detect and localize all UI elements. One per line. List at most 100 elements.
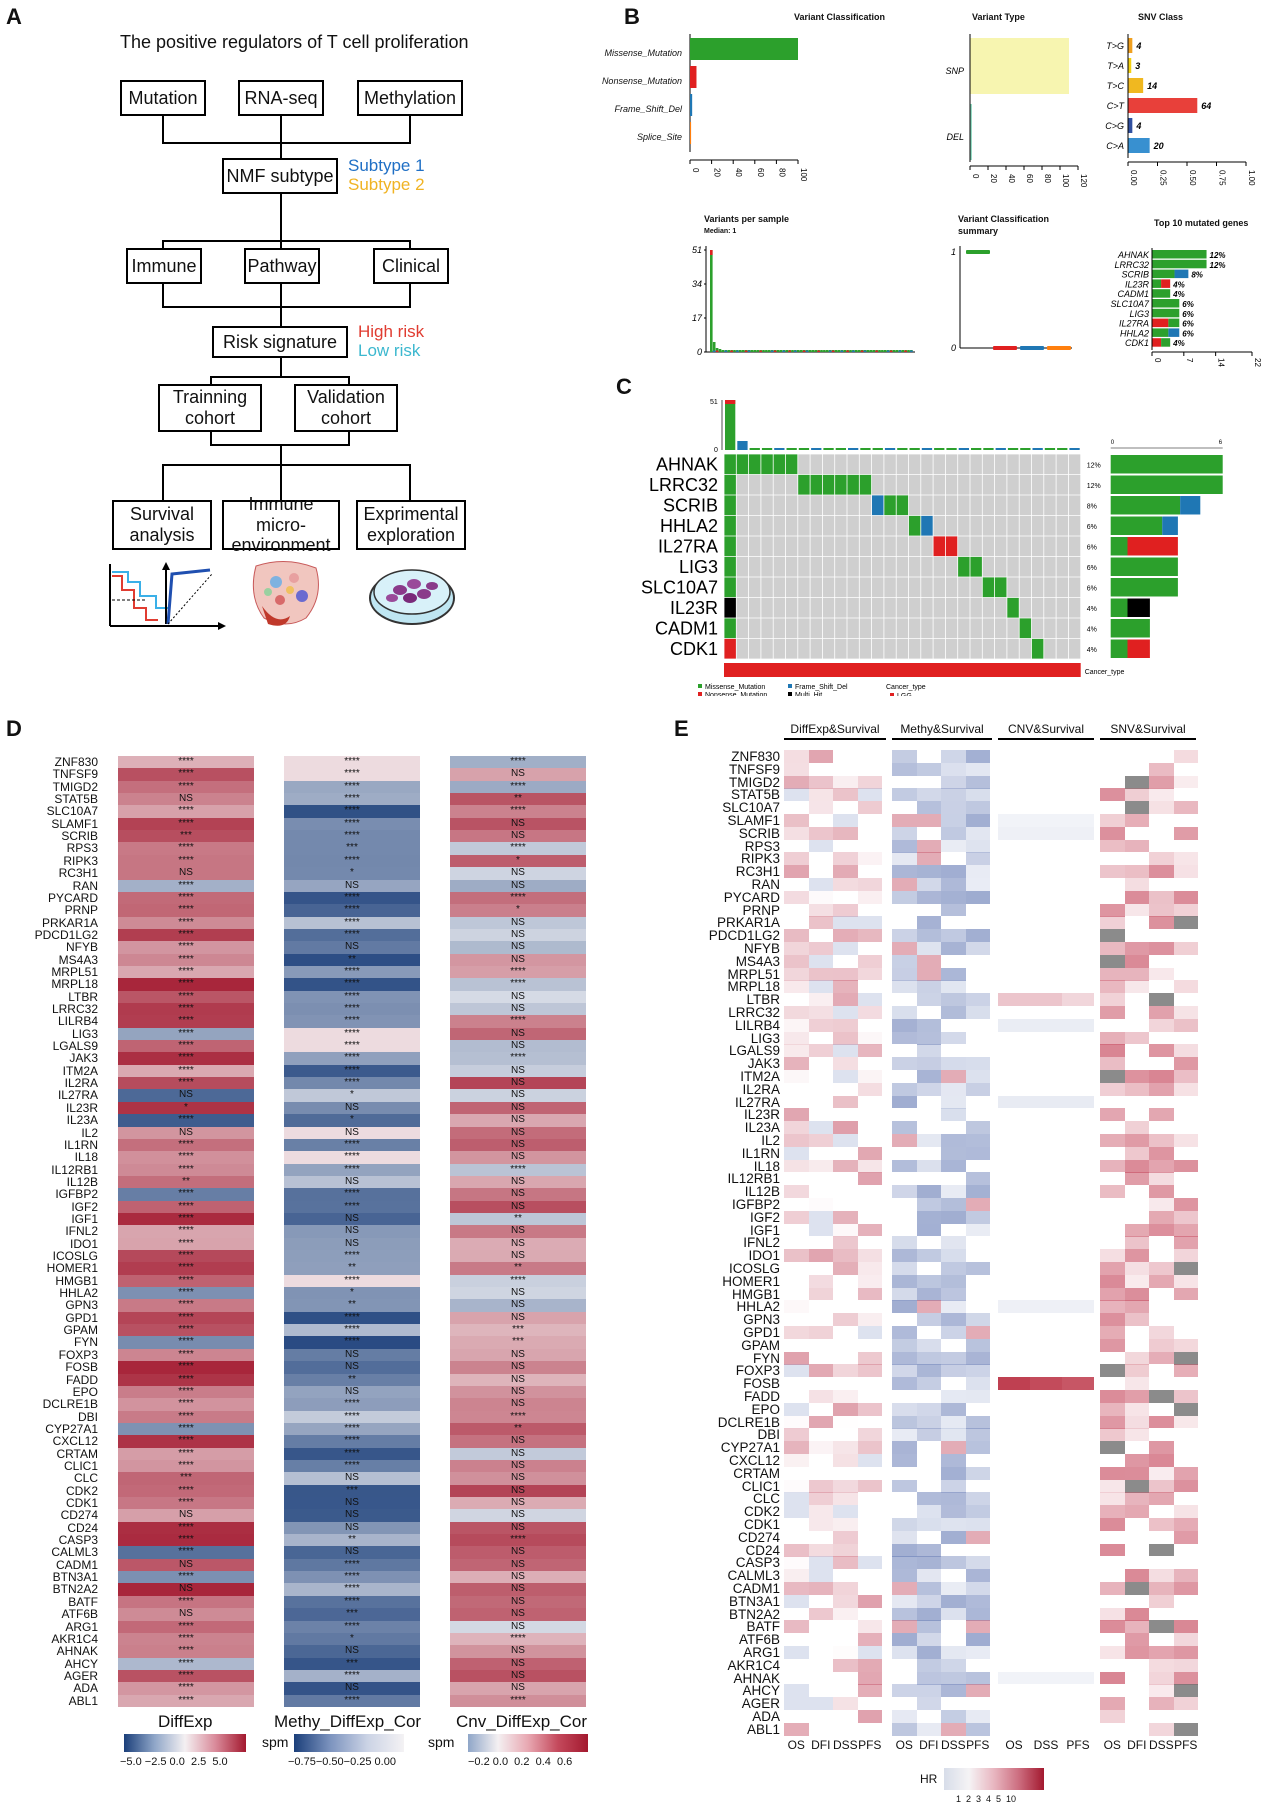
survival-cell (1062, 1633, 1094, 1647)
heatmap-significance: **** (344, 1200, 360, 1212)
heatmap-cell (118, 1657, 254, 1671)
heatmap-significance: NS (511, 1175, 525, 1187)
survival-cell (784, 1274, 809, 1288)
heatmap-cell (118, 854, 254, 868)
survival-cell (1173, 1172, 1198, 1186)
survival-column-label: PFS (1174, 1738, 1198, 1752)
survival-cell (808, 903, 833, 917)
heatmap-significance: **** (344, 1447, 360, 1459)
survival-analysis-box: Survival analysis (112, 500, 212, 550)
survival-cell (857, 916, 882, 930)
vps-bar (710, 250, 713, 352)
heatmap-significance: **** (344, 978, 360, 990)
survival-cell (833, 1671, 858, 1685)
heatmap-gene-label: ARG1 (65, 1619, 98, 1634)
survival-cell (1149, 1223, 1174, 1237)
heatmap-gene-label: IL23R (65, 1100, 98, 1115)
vps-bar (901, 350, 904, 352)
heatmap-significance: ** (348, 1262, 356, 1274)
survival-cell (998, 1466, 1030, 1480)
vps-bar (849, 350, 852, 352)
survival-cell (1062, 916, 1094, 930)
survival-cell (1124, 929, 1149, 943)
survival-cell (808, 1428, 833, 1442)
heatmap-gene-label: CYP27A1 (45, 1421, 98, 1436)
survival-cell (833, 1569, 858, 1583)
survival-cell (965, 1684, 990, 1698)
heatmap-significance: **** (510, 1163, 526, 1175)
onco-cell (871, 495, 884, 516)
survival-cell (1062, 1658, 1094, 1672)
survival-cell (1149, 1479, 1174, 1493)
survival-cell (892, 1223, 917, 1237)
heatmap-significance: **** (178, 1435, 194, 1447)
survival-cell (941, 878, 966, 892)
survival-cell (998, 1530, 1030, 1544)
heatmap-significance: NS (511, 916, 525, 928)
heatmap-significance: **** (178, 1052, 194, 1064)
survival-cell (1030, 1070, 1062, 1084)
survival-cell (892, 1518, 917, 1532)
heatmap-cell (118, 1126, 254, 1140)
survival-cell (1124, 1569, 1149, 1583)
survival-gene-label: HHLA2 (736, 1299, 780, 1315)
survival-cell (1030, 1377, 1062, 1391)
vcs-box (966, 250, 990, 254)
survival-cell (892, 878, 917, 892)
onco-top-bar (860, 448, 871, 450)
heatmap-significance: NS (511, 1138, 525, 1150)
survival-cell (941, 916, 966, 930)
vps-bar-frameshift (863, 350, 867, 352)
heatmap-significance: NS (345, 1348, 359, 1360)
survival-cell (965, 942, 990, 956)
vps-bar (808, 350, 812, 352)
survival-column-label: OS (895, 1738, 913, 1752)
survival-gene-label: CLC (752, 1491, 780, 1507)
survival-cell (1124, 750, 1149, 764)
survival-cell (784, 1185, 809, 1199)
flow-title: The positive regulators of T cell prolif… (120, 32, 469, 52)
survival-cell (833, 1121, 858, 1135)
heatmap-cell (118, 867, 254, 880)
snv-value: 20 (1153, 141, 1164, 151)
survival-cell (833, 1044, 858, 1058)
onco-legend-swatch (788, 692, 792, 696)
survival-cell (1149, 890, 1174, 904)
survival-cell (965, 1402, 990, 1416)
survival-cell (892, 1326, 917, 1340)
survival-column-label: DSS (1033, 1738, 1059, 1752)
heatmap-significance: ** (348, 1534, 356, 1546)
heatmap-cell (118, 1200, 254, 1214)
survival-cell (965, 1492, 990, 1506)
survival-cell (784, 903, 809, 917)
onco-gene-pct: 6% (1087, 545, 1097, 552)
survival-cell (784, 993, 809, 1007)
survival-cell (808, 1377, 833, 1391)
survival-cell (1100, 1492, 1125, 1506)
vps-bar-frameshift (747, 350, 751, 352)
survival-cell (1030, 1633, 1062, 1647)
survival-cell (808, 1454, 833, 1468)
top-gene-bar (1174, 269, 1189, 279)
heatmap-cell (118, 1682, 254, 1696)
heatmap-significance: **** (178, 805, 194, 817)
onco-cell (933, 536, 946, 557)
heatmap-cell (450, 891, 586, 905)
survival-cell (1173, 1556, 1198, 1570)
heatmap-cell (450, 1509, 586, 1523)
heatmap-cell (118, 953, 254, 967)
heatmap-cell (450, 1040, 586, 1053)
survival-cell (965, 1287, 990, 1301)
onco-cell (920, 515, 934, 536)
survival-cell (941, 903, 966, 917)
heatmap-cell (284, 1262, 420, 1276)
survival-cell (808, 942, 833, 956)
survival-cell (892, 1390, 917, 1404)
survival-cell (965, 839, 990, 853)
heatmap-significance: **** (178, 1682, 194, 1694)
survival-cell (808, 1646, 833, 1660)
heatmap-significance: **** (178, 842, 194, 854)
survival-cell (941, 801, 966, 815)
survival-cell (916, 942, 941, 956)
survival-cell (916, 1646, 941, 1660)
